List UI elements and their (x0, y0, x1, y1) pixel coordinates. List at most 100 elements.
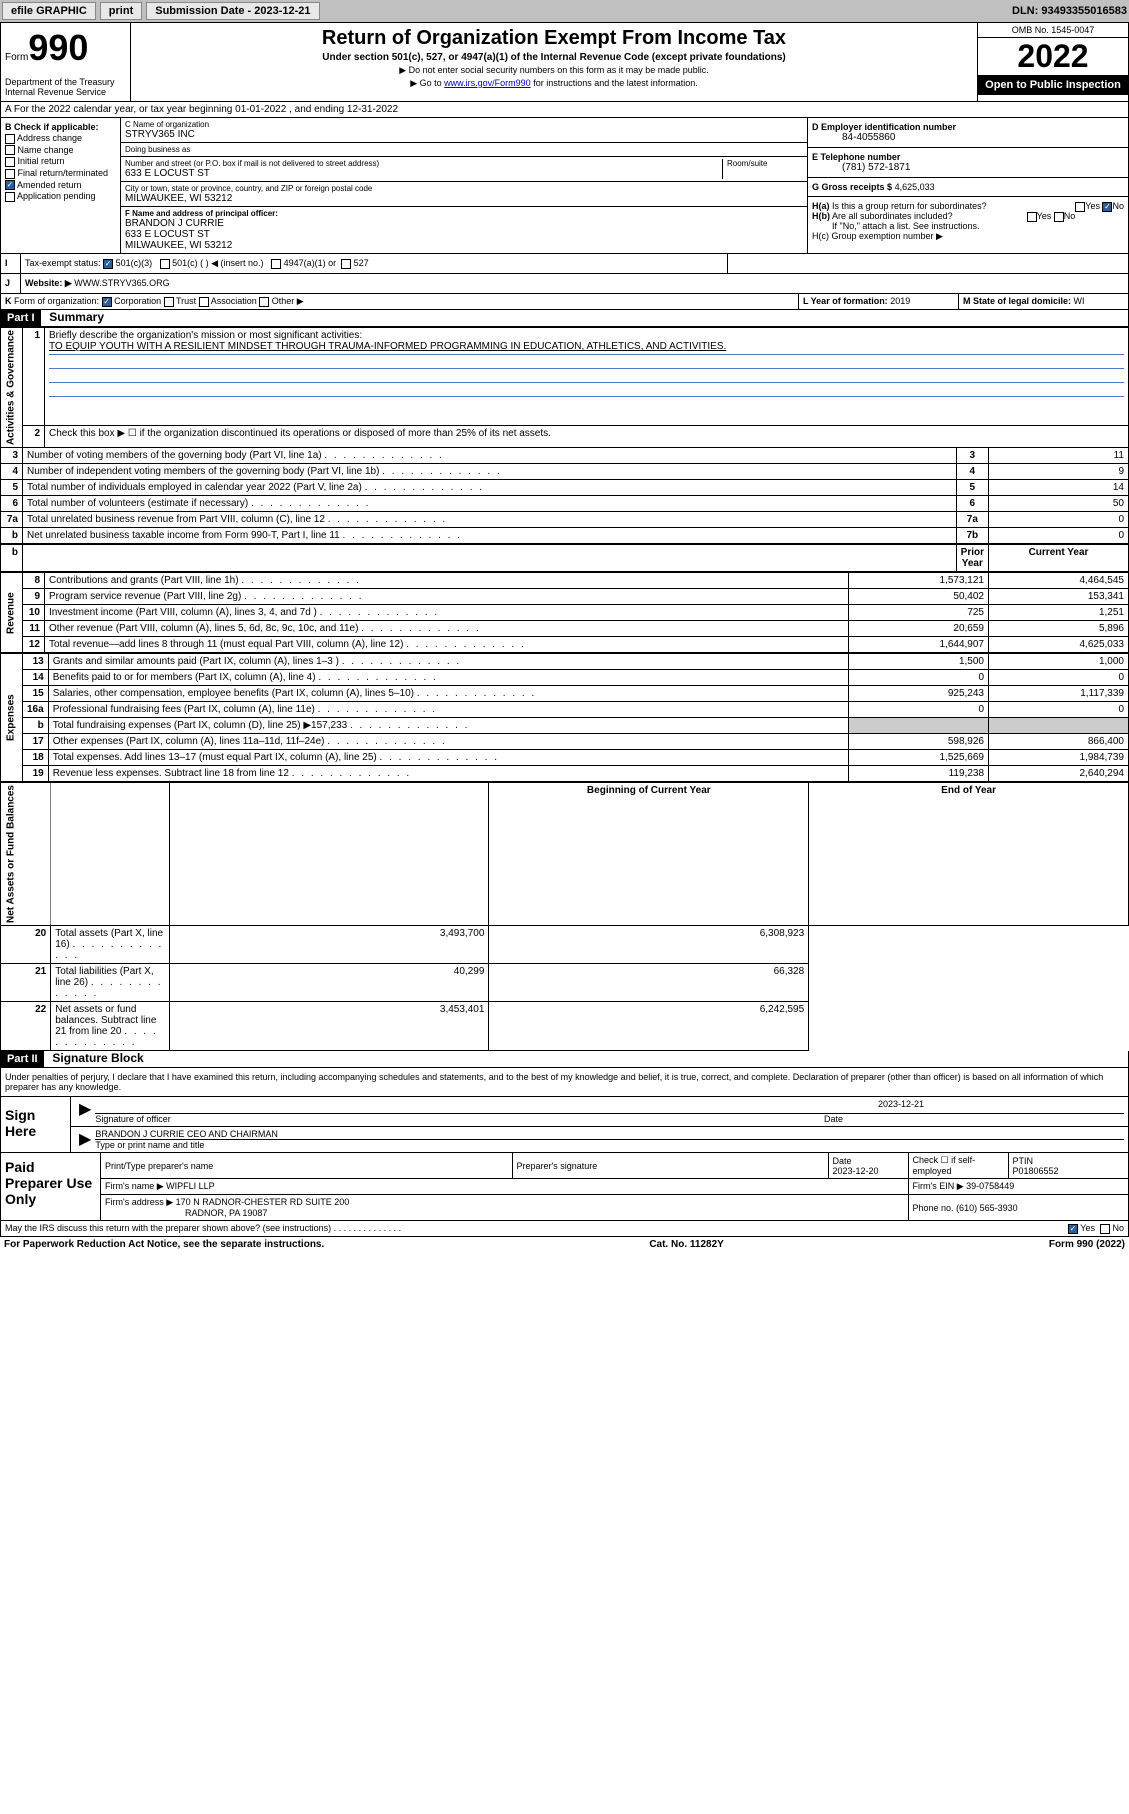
opt-assoc: Association (211, 296, 257, 306)
line-curr: 0 (989, 670, 1129, 686)
line-num: 18 (23, 750, 49, 766)
discuss-yes-checkbox[interactable] (1068, 1224, 1078, 1234)
line-prior: 3,493,700 (169, 926, 489, 964)
line-num: b (1, 528, 23, 545)
date-label: Date (824, 1113, 1124, 1124)
line-curr: 2,640,294 (989, 766, 1129, 782)
line-box: 5 (956, 480, 988, 496)
officer-printed-label: Type or print name and title (95, 1140, 1124, 1150)
phone-value: (781) 572-1871 (812, 162, 1124, 173)
other-checkbox[interactable] (259, 297, 269, 307)
line-curr: 153,341 (989, 589, 1129, 605)
line-box: 7b (956, 528, 988, 545)
side-ag: Activities & Governance (1, 328, 23, 448)
row-i: I Tax-exempt status: 501(c)(3) 501(c) ( … (0, 254, 1129, 274)
assoc-checkbox[interactable] (199, 297, 209, 307)
line-num: 20 (1, 926, 51, 964)
submission-date: Submission Date - 2023-12-21 (146, 2, 319, 20)
section-a: A For the 2022 calendar year, or tax yea… (0, 102, 1129, 118)
ptin-value: P01806552 (1013, 1166, 1059, 1176)
line-prior: 1,573,121 (849, 573, 989, 589)
row-l: L Year of formation: 2019 (798, 294, 958, 309)
line-desc: Total assets (Part X, line 16) (51, 926, 169, 964)
colb-item-4[interactable]: Amended return (5, 180, 116, 191)
corp-checkbox[interactable] (102, 297, 112, 307)
527-checkbox[interactable] (341, 259, 351, 269)
sig-officer-label: Signature of officer (95, 1113, 824, 1124)
line-desc: Net unrelated business taxable income fr… (23, 528, 957, 545)
expense-table: Expenses13Grants and similar amounts pai… (0, 653, 1129, 782)
top-toolbar: efile GRAPHIC print Submission Date - 20… (0, 0, 1129, 22)
part2-title: Signature Block (46, 1051, 143, 1065)
note2-post: for instructions and the latest informat… (531, 78, 698, 88)
efile-button[interactable]: efile GRAPHIC (2, 2, 96, 20)
line-num: 16a (23, 702, 49, 718)
line-desc: Other revenue (Part VIII, column (A), li… (45, 621, 849, 637)
form-word: Form (5, 52, 28, 63)
line-num: 12 (23, 637, 45, 653)
colb-item-2[interactable]: Initial return (5, 156, 116, 167)
discuss-no-checkbox[interactable] (1100, 1224, 1110, 1234)
501c-checkbox[interactable] (160, 259, 170, 269)
prep-name-cell: Print/Type preparer's name (101, 1153, 512, 1179)
curr-year-hdr: Current Year (989, 544, 1129, 572)
net-spacer (169, 783, 489, 926)
line-num: 11 (23, 621, 45, 637)
line-desc: Total fundraising expenses (Part IX, col… (48, 718, 848, 734)
row-k-letter: K (5, 296, 12, 306)
form-note1: ▶ Do not enter social security numbers o… (135, 65, 973, 76)
line-desc: Total number of volunteers (estimate if … (23, 496, 957, 512)
mission-text: TO EQUIP YOUTH WITH A RESILIENT MINDSET … (49, 341, 726, 352)
line-num: 5 (1, 480, 23, 496)
line-box: 4 (956, 464, 988, 480)
form-number: 990 (28, 27, 88, 68)
arrow-icon: ▶ (75, 1099, 95, 1124)
line-num: 14 (23, 670, 49, 686)
line-curr: 6,242,595 (489, 1002, 809, 1051)
print-button[interactable]: print (100, 2, 142, 20)
line-desc: Salaries, other compensation, employee b… (48, 686, 848, 702)
colb-item-0[interactable]: Address change (5, 133, 116, 144)
ha-no-checkbox[interactable] (1102, 202, 1112, 212)
line-box: 6 (956, 496, 988, 512)
opt-other: Other ▶ (272, 296, 304, 306)
declaration-text: Under penalties of perjury, I declare th… (0, 1068, 1129, 1097)
ha-yes-checkbox[interactable] (1075, 202, 1085, 212)
year-formation-value: 2019 (890, 296, 910, 306)
line-curr: 66,328 (489, 964, 809, 1002)
discuss-row: May the IRS discuss this return with the… (0, 1221, 1129, 1237)
501c3-checkbox[interactable] (103, 259, 113, 269)
omb-number: OMB No. 1545-0047 (978, 23, 1128, 38)
colb-item-5[interactable]: Application pending (5, 191, 116, 202)
row-i-letter: I (1, 254, 21, 273)
prep-date-cell: Date2023-12-20 (828, 1153, 908, 1179)
opt-501c3: 501(c)(3) (116, 258, 153, 268)
line-num: 10 (23, 605, 45, 621)
col-c-org-info: C Name of organization STRYV365 INC Doin… (121, 118, 808, 253)
officer-addr1: 633 E LOCUST ST (125, 229, 803, 240)
room-label: Room/suite (727, 159, 803, 168)
ha-label: H(a) Is this a group return for subordin… (812, 201, 1124, 211)
domicile-label: M State of legal domicile: (963, 296, 1071, 306)
hb-yes-checkbox[interactable] (1027, 212, 1037, 222)
hb-no-checkbox[interactable] (1054, 212, 1064, 222)
line-box: 3 (956, 448, 988, 464)
4947-checkbox[interactable] (271, 259, 281, 269)
line-prior: 20,659 (849, 621, 989, 637)
irs-link[interactable]: www.irs.gov/Form990 (444, 78, 531, 88)
opt-corp: Corporation (114, 296, 161, 306)
colb-item-3[interactable]: Final return/terminated (5, 168, 116, 179)
line-curr: 1,984,739 (989, 750, 1129, 766)
colb-item-1[interactable]: Name change (5, 145, 116, 156)
city-label: City or town, state or province, country… (125, 184, 803, 193)
trust-checkbox[interactable] (164, 297, 174, 307)
line-val: 9 (989, 464, 1129, 480)
opt-4947: 4947(a)(1) or (284, 258, 337, 268)
officer-name: BRANDON J CURRIE (125, 218, 803, 229)
cat-no: Cat. No. 11282Y (649, 1239, 723, 1250)
hc-label: H(c) Group exemption number ▶ (812, 231, 1124, 242)
net-spacer-num (51, 783, 169, 926)
form-ref: Form 990 (2022) (1049, 1239, 1125, 1250)
line-curr: 1,251 (989, 605, 1129, 621)
line-prior: 0 (849, 702, 989, 718)
